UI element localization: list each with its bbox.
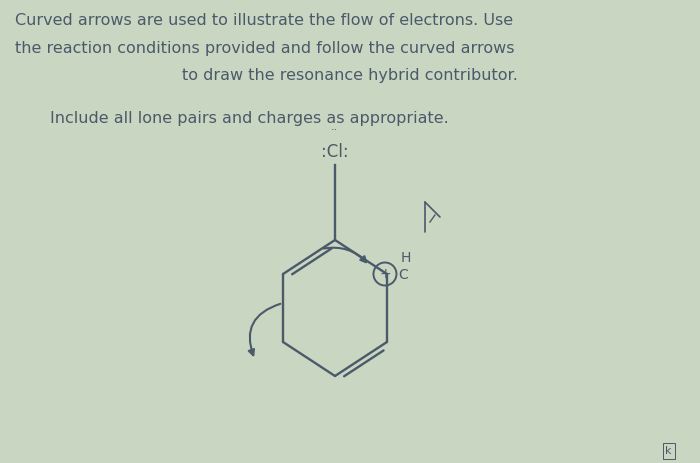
Text: C: C: [398, 268, 408, 282]
Text: Curved arrows are used to illustrate the flow of electrons. Use: Curved arrows are used to illustrate the…: [15, 13, 513, 28]
FancyArrowPatch shape: [323, 248, 366, 262]
Text: Include all lone pairs and charges as appropriate.: Include all lone pairs and charges as ap…: [50, 111, 449, 126]
FancyArrowPatch shape: [248, 304, 281, 355]
Text: +: +: [379, 267, 391, 281]
Text: H: H: [400, 251, 411, 265]
Text: :Cl:: :Cl:: [321, 143, 349, 161]
Text: to draw the resonance hybrid contributor.: to draw the resonance hybrid contributor…: [182, 68, 518, 83]
Text: k: k: [666, 446, 672, 456]
Text: the reaction conditions provided and follow the curved arrows: the reaction conditions provided and fol…: [15, 41, 514, 56]
Text: ··: ··: [330, 125, 337, 135]
